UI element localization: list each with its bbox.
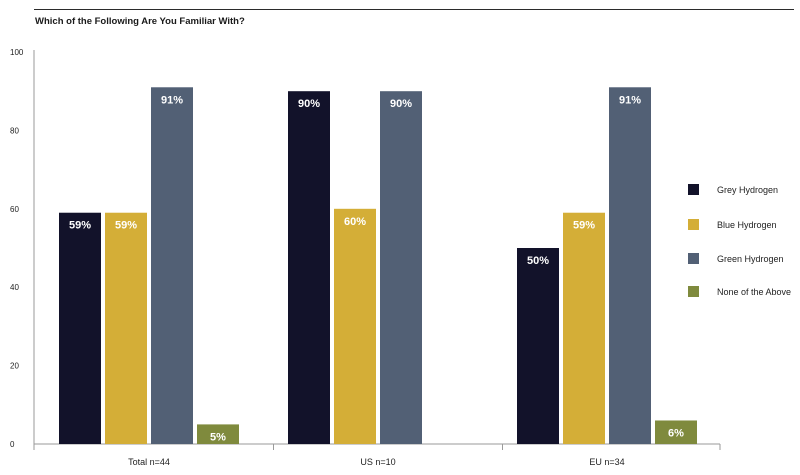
y-tick-label: 60 bbox=[10, 205, 19, 214]
bar-data-label: 60% bbox=[344, 216, 366, 228]
bar bbox=[334, 208, 376, 444]
legend-label: Green Hydrogen bbox=[717, 254, 784, 264]
bar-data-label: 91% bbox=[161, 94, 183, 106]
legend-label: None of the Above bbox=[717, 287, 791, 297]
x-category-label: US n=10 bbox=[360, 457, 395, 467]
legend: Grey Hydrogen Blue Hydrogen Green Hydrogen… bbox=[688, 184, 791, 297]
top-rule bbox=[34, 9, 794, 10]
bar bbox=[655, 420, 697, 444]
bar bbox=[380, 91, 422, 444]
bar-data-label: 90% bbox=[298, 98, 320, 110]
legend-swatch bbox=[688, 286, 699, 297]
bar bbox=[197, 424, 239, 444]
bar bbox=[288, 91, 330, 444]
chart-title: Which of the Following Are You Familiar … bbox=[35, 16, 245, 27]
bar-data-label: 6% bbox=[668, 427, 684, 439]
legend-swatch bbox=[688, 219, 699, 230]
bar-data-label: 59% bbox=[115, 220, 137, 232]
bar bbox=[609, 87, 651, 444]
bar-data-label: 90% bbox=[390, 98, 412, 110]
legend-label: Grey Hydrogen bbox=[717, 185, 778, 195]
legend-swatch bbox=[688, 184, 699, 195]
x-category-label: Total n=44 bbox=[128, 457, 170, 467]
bar bbox=[517, 248, 559, 444]
bar-data-label: 50% bbox=[527, 255, 549, 267]
bar-data-label: 59% bbox=[69, 220, 91, 232]
bar-data-label: 5% bbox=[210, 431, 226, 443]
bar bbox=[59, 212, 101, 444]
legend-label: Blue Hydrogen bbox=[717, 220, 777, 230]
bar-data-label: 59% bbox=[573, 220, 595, 232]
x-axis: Total n=44 US n=10 EU n=34 bbox=[33, 443, 721, 467]
bar bbox=[563, 212, 605, 444]
legend-swatch bbox=[688, 253, 699, 264]
bars bbox=[59, 87, 697, 444]
y-tick-label: 20 bbox=[10, 362, 19, 371]
y-tick-label: 80 bbox=[10, 126, 19, 135]
bar-data-label: 91% bbox=[619, 94, 641, 106]
y-tick-label: 40 bbox=[10, 283, 19, 292]
data-labels: 59% 90% 50% 59% 60% 59% 91% 90% 91% 5% 6% bbox=[69, 94, 684, 443]
y-tick-label: 0 bbox=[10, 440, 15, 449]
bar bbox=[151, 87, 193, 444]
y-tick-label: 100 bbox=[10, 48, 24, 57]
y-axis: 0 20 40 60 80 100 bbox=[10, 48, 35, 449]
x-category-label: EU n=34 bbox=[589, 457, 624, 467]
bar bbox=[105, 212, 147, 444]
